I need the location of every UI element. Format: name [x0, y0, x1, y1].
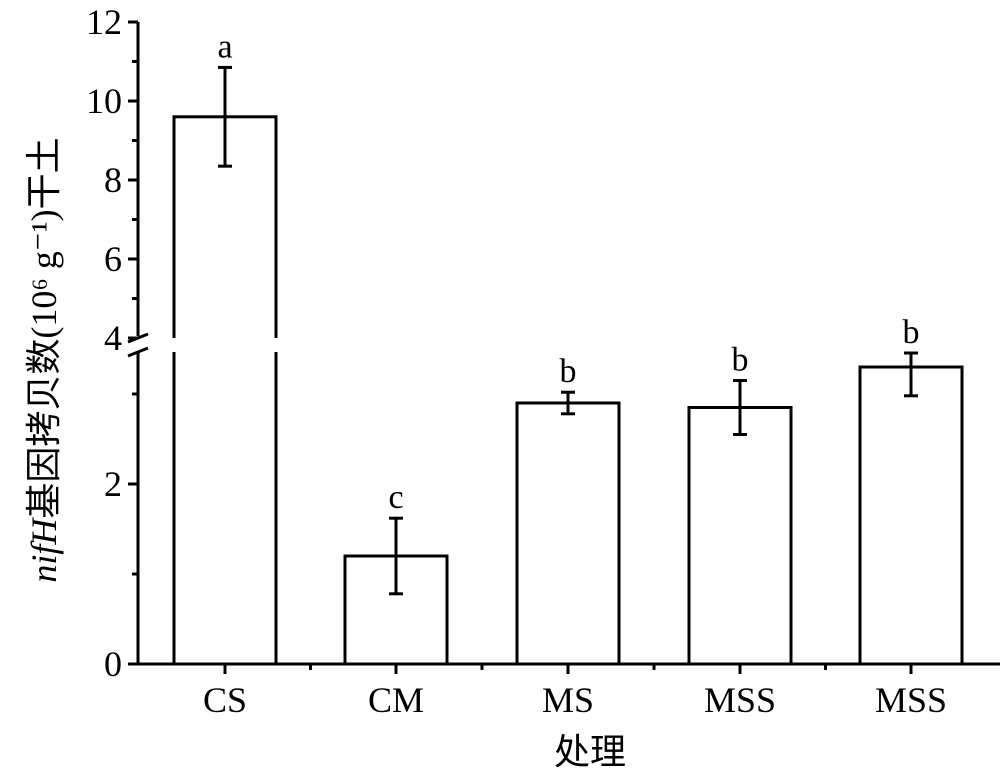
significance-label: b: [560, 353, 577, 390]
x-tick-label: MSS: [704, 680, 776, 720]
y-tick-label: 8: [104, 160, 122, 200]
x-axis-title: 处理: [554, 732, 626, 772]
x-tick-label: MS: [542, 680, 594, 720]
significance-label: a: [217, 28, 232, 65]
bar: [172, 115, 278, 666]
axis-layer: 0 2 4 6 8 10 12: [86, 2, 1000, 684]
x-tick-label: CM: [368, 680, 424, 720]
significance-label: b: [732, 342, 749, 379]
bar: [687, 406, 793, 666]
y-tick-label: 2: [104, 464, 122, 504]
bar-break-gap: [172, 338, 278, 352]
significance-label: b: [903, 314, 920, 351]
axis-break-mark: [127, 346, 149, 358]
bar: [515, 401, 621, 666]
y-tick-label: 4: [104, 318, 122, 358]
y-axis-title-rest: 基因拷贝数(10⁶ g⁻¹)干土: [24, 137, 64, 518]
y-axis-title-gene: nifH: [24, 517, 64, 583]
y-tick-label: 10: [86, 81, 122, 121]
y-tick-label: 0: [104, 644, 122, 684]
y-axis-title: nifH基因拷贝数(10⁶ g⁻¹)干土: [24, 137, 64, 582]
bars-layer: [172, 65, 964, 666]
x-tick-label: MSS: [875, 680, 947, 720]
y-tick-label: 12: [86, 2, 122, 42]
significance-label: c: [388, 479, 403, 516]
labels-layer: a CS c CM b MS b MSS b MSS: [203, 28, 947, 720]
x-tick-label: CS: [203, 680, 247, 720]
y-tick-label: 6: [104, 239, 122, 279]
bar: [858, 365, 964, 666]
